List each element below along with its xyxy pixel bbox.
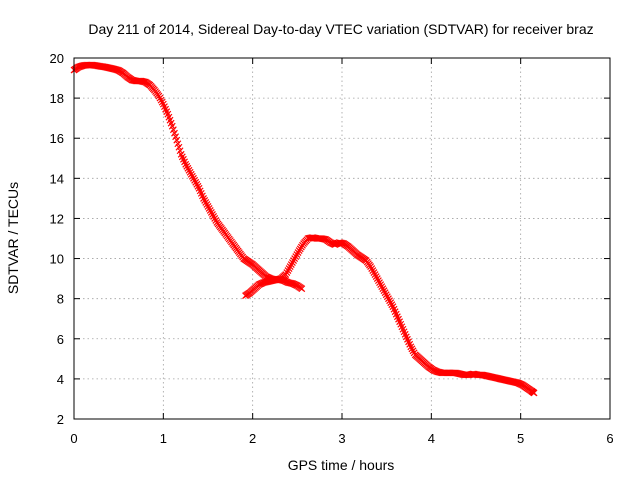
y-tick-label: 2 [57, 412, 64, 427]
data-point [155, 92, 163, 100]
data-point [191, 176, 199, 184]
data-point [185, 166, 193, 174]
data-point [287, 261, 295, 268]
data-point [285, 265, 293, 273]
data-series [70, 61, 538, 397]
data-point [408, 345, 416, 353]
data-point [379, 285, 387, 293]
data-point [290, 257, 297, 264]
data-point [204, 202, 212, 210]
data-point [385, 295, 392, 303]
data-point [209, 211, 216, 218]
data-point [298, 285, 306, 293]
data-point [157, 96, 165, 104]
data-point [292, 253, 300, 260]
data-point [158, 98, 166, 106]
data-point [284, 267, 292, 275]
data-point [182, 160, 190, 168]
y-tick-label: 18 [50, 91, 64, 106]
x-tick-label: 4 [428, 431, 435, 446]
data-point [381, 289, 389, 297]
data-point [192, 178, 200, 186]
data-point [370, 269, 378, 277]
data-point [294, 249, 302, 256]
data-point [156, 94, 164, 102]
y-tick-label: 6 [57, 332, 64, 347]
y-tick-label: 12 [50, 211, 64, 226]
data-point [186, 168, 194, 176]
data-point [184, 164, 192, 172]
y-tick-label: 10 [50, 252, 64, 267]
data-point [183, 162, 191, 170]
data-point [282, 271, 290, 279]
data-point [369, 267, 377, 275]
data-point [378, 283, 386, 291]
data-point [206, 206, 214, 214]
data-point [387, 299, 395, 307]
data-point [288, 259, 296, 266]
data-point [383, 293, 391, 301]
x-tick-label: 6 [606, 431, 613, 446]
data-point [202, 198, 210, 206]
data-point [194, 182, 202, 190]
y-axis-label: SDTVAR / TECUs [5, 182, 21, 294]
x-tick-label: 0 [70, 431, 77, 446]
y-tick-label: 16 [50, 131, 64, 146]
y-tick-label: 20 [50, 51, 64, 66]
grid-lines [74, 58, 610, 419]
data-point [409, 347, 417, 355]
data-point [374, 277, 382, 285]
data-point [211, 215, 219, 222]
data-point [210, 213, 218, 220]
data-point [376, 279, 383, 287]
data-point [386, 297, 393, 305]
data-point [201, 196, 209, 204]
y-tick-label: 14 [50, 171, 64, 186]
data-point [187, 170, 195, 178]
x-tick-label: 2 [249, 431, 256, 446]
data-point [203, 200, 211, 208]
chart-title: Day 211 of 2014, Sidereal Day-to-day VTE… [88, 21, 593, 37]
data-point [373, 275, 381, 283]
data-point [205, 204, 213, 212]
data-point [530, 389, 538, 397]
data-point [283, 269, 291, 277]
y-tick-label: 8 [57, 292, 64, 307]
data-point [193, 180, 201, 188]
data-point [407, 343, 415, 351]
data-point [388, 301, 396, 309]
data-point [291, 255, 299, 262]
data-point [293, 251, 301, 258]
data-point [382, 291, 390, 299]
x-tick-label: 3 [338, 431, 345, 446]
data-point [380, 287, 388, 295]
data-point [188, 172, 196, 180]
data-point [200, 194, 207, 202]
data-point [377, 281, 385, 289]
y-tick-label: 4 [57, 372, 64, 387]
data-point [275, 275, 283, 283]
data-point [371, 271, 379, 279]
data-point [286, 263, 294, 271]
data-point [212, 217, 220, 224]
x-tick-label: 5 [517, 431, 524, 446]
data-point [207, 209, 215, 216]
x-axis-label: GPS time / hours [288, 457, 395, 473]
data-point [372, 273, 380, 281]
data-point [367, 263, 375, 271]
data-point [190, 174, 197, 182]
x-tick-label: 1 [160, 431, 167, 446]
data-point [368, 265, 376, 273]
